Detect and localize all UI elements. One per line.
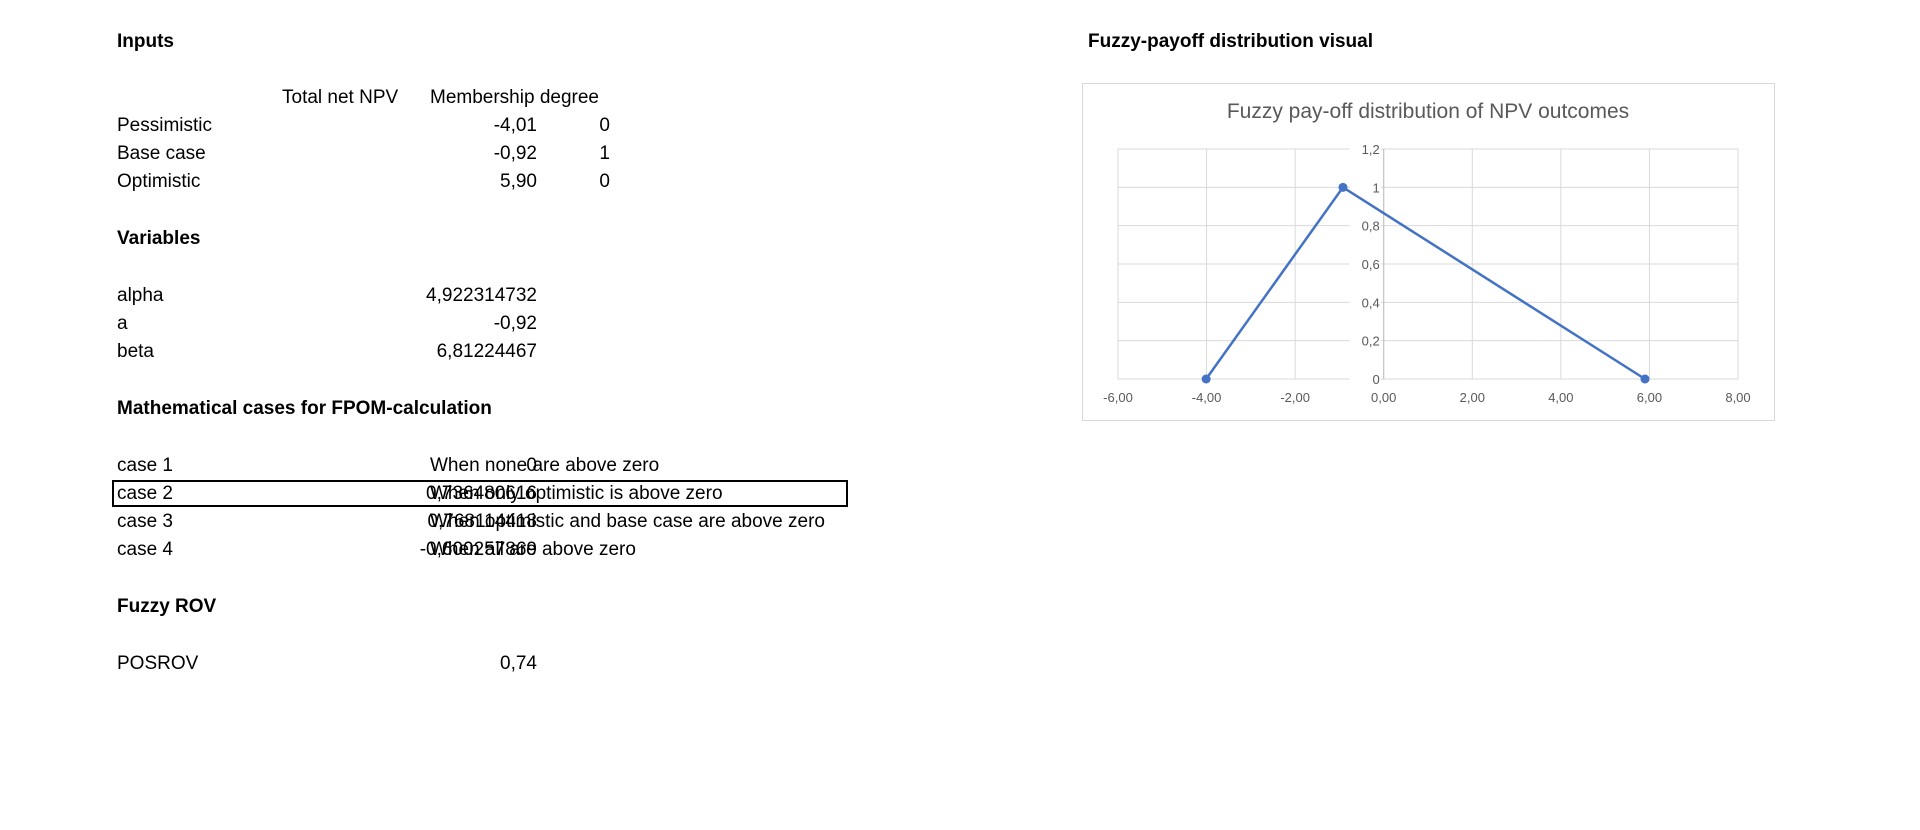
input-label[interactable]: Base case xyxy=(117,143,206,164)
input-membership[interactable]: 0 xyxy=(599,171,610,192)
input-npv[interactable]: -4,01 xyxy=(493,115,537,136)
posrov-value[interactable]: 0,74 xyxy=(500,653,537,674)
variable-row-alpha: alpha 4,922314732 xyxy=(117,282,847,310)
inputs-heading[interactable]: Inputs xyxy=(117,31,174,52)
y-tick-label-bg xyxy=(1349,217,1381,234)
chart-title: Fuzzy pay-off distribution of NPV outcom… xyxy=(1227,100,1629,123)
input-row-optimistic: Optimistic 5,90 0 xyxy=(117,168,847,196)
y-tick-label: 1 xyxy=(1372,180,1379,195)
case-value[interactable]: 0 xyxy=(526,455,537,476)
input-row-base-case: Base case -0,92 1 xyxy=(117,140,847,168)
selected-cell-range xyxy=(112,480,848,507)
y-tick-label-bg xyxy=(1349,332,1381,349)
y-tick-label-bg xyxy=(1349,294,1381,311)
column-header-membership[interactable]: Membership degree xyxy=(430,87,599,108)
y-tick-label-bg xyxy=(1349,371,1381,387)
data-point xyxy=(1201,374,1211,384)
x-tick-label: -2,00 xyxy=(1280,390,1310,405)
x-tick-label: 8,00 xyxy=(1725,390,1750,405)
y-tick-label: 0 xyxy=(1372,372,1379,387)
x-tick-label: 4,00 xyxy=(1548,390,1573,405)
data-point xyxy=(1640,374,1650,384)
case-label[interactable]: case 2 xyxy=(117,483,173,504)
cases-heading[interactable]: Mathematical cases for FPOM-calculation xyxy=(117,398,492,419)
case-row-1: case 1 0 When none are above zero xyxy=(117,452,847,480)
y-tick-label: 0,2 xyxy=(1362,334,1380,349)
input-membership[interactable]: 0 xyxy=(599,115,610,136)
fuzzy-rov-heading[interactable]: Fuzzy ROV xyxy=(117,596,217,617)
case-description[interactable]: When optimistic and base case are above … xyxy=(430,511,825,532)
variable-row-beta: beta 6,81224467 xyxy=(117,338,847,366)
y-tick-label: 0,8 xyxy=(1362,219,1380,234)
chart-section-heading[interactable]: Fuzzy-payoff distribution visual xyxy=(1088,31,1374,52)
variables-heading[interactable]: Variables xyxy=(117,228,201,249)
x-tick-label: 0,00 xyxy=(1371,390,1396,405)
column-header-npv[interactable]: Total net NPV xyxy=(282,87,399,108)
variable-row-a: a -0,92 xyxy=(117,310,847,338)
y-tick-label-bg xyxy=(1349,179,1381,196)
x-tick-label: 6,00 xyxy=(1637,390,1662,405)
case-description[interactable]: When none are above zero xyxy=(430,455,660,476)
case-value[interactable]: 0,768114418 xyxy=(427,511,537,532)
input-row-pessimistic: Pessimistic -4,01 0 xyxy=(117,112,847,140)
y-tick-label: 1,2 xyxy=(1362,142,1380,157)
case-label[interactable]: case 3 xyxy=(117,511,173,532)
case-description[interactable]: When all are above zero xyxy=(430,539,636,560)
variable-value[interactable]: 6,81224467 xyxy=(436,341,537,362)
input-label[interactable]: Pessimistic xyxy=(117,115,213,136)
inputs-header-row: Total net NPV Membership degree xyxy=(117,84,847,112)
posrov-label[interactable]: POSROV xyxy=(117,653,199,674)
case-label[interactable]: case 4 xyxy=(117,539,173,560)
case-row-4: case 4 -0,600257869 When all are above z… xyxy=(117,536,847,564)
series-line xyxy=(1205,185,1646,381)
input-membership[interactable]: 1 xyxy=(599,143,610,164)
y-tick-label: 0,6 xyxy=(1362,257,1380,272)
x-tick-label: -6,00 xyxy=(1103,390,1133,405)
posrov-row: POSROV 0,74 xyxy=(117,650,847,678)
variable-label[interactable]: a xyxy=(117,313,128,334)
variable-label[interactable]: beta xyxy=(117,341,154,362)
y-tick-label: 0,4 xyxy=(1362,295,1380,310)
case-row-2: case 2 0,736480616 When only optimistic … xyxy=(117,480,847,508)
variable-label[interactable]: alpha xyxy=(117,285,164,306)
y-tick-label-bg xyxy=(1349,256,1381,272)
input-label[interactable]: Optimistic xyxy=(117,171,201,192)
x-tick-label: 2,00 xyxy=(1460,390,1485,405)
input-npv[interactable]: -0,92 xyxy=(493,143,537,164)
chart-object[interactable]: Fuzzy pay-off distribution of NPV outcom… xyxy=(1082,83,1775,421)
x-tick-label: -4,00 xyxy=(1192,390,1222,405)
npv-distribution-chart: Fuzzy pay-off distribution of NPV outcom… xyxy=(1103,100,1750,405)
case-description[interactable]: When only optimistic is above zero xyxy=(430,483,723,504)
data-point xyxy=(1338,182,1348,192)
y-tick-label-bg xyxy=(1349,141,1381,157)
case-value[interactable]: -0,600257869 xyxy=(419,539,537,560)
case-value[interactable]: 0,736480616 xyxy=(426,483,537,504)
variable-value[interactable]: -0,92 xyxy=(493,313,537,334)
case-row-3: case 3 0,768114418 When optimistic and b… xyxy=(117,508,847,536)
variable-value[interactable]: 4,922314732 xyxy=(426,285,537,306)
case-label[interactable]: case 1 xyxy=(117,455,173,476)
input-npv[interactable]: 5,90 xyxy=(500,171,537,192)
